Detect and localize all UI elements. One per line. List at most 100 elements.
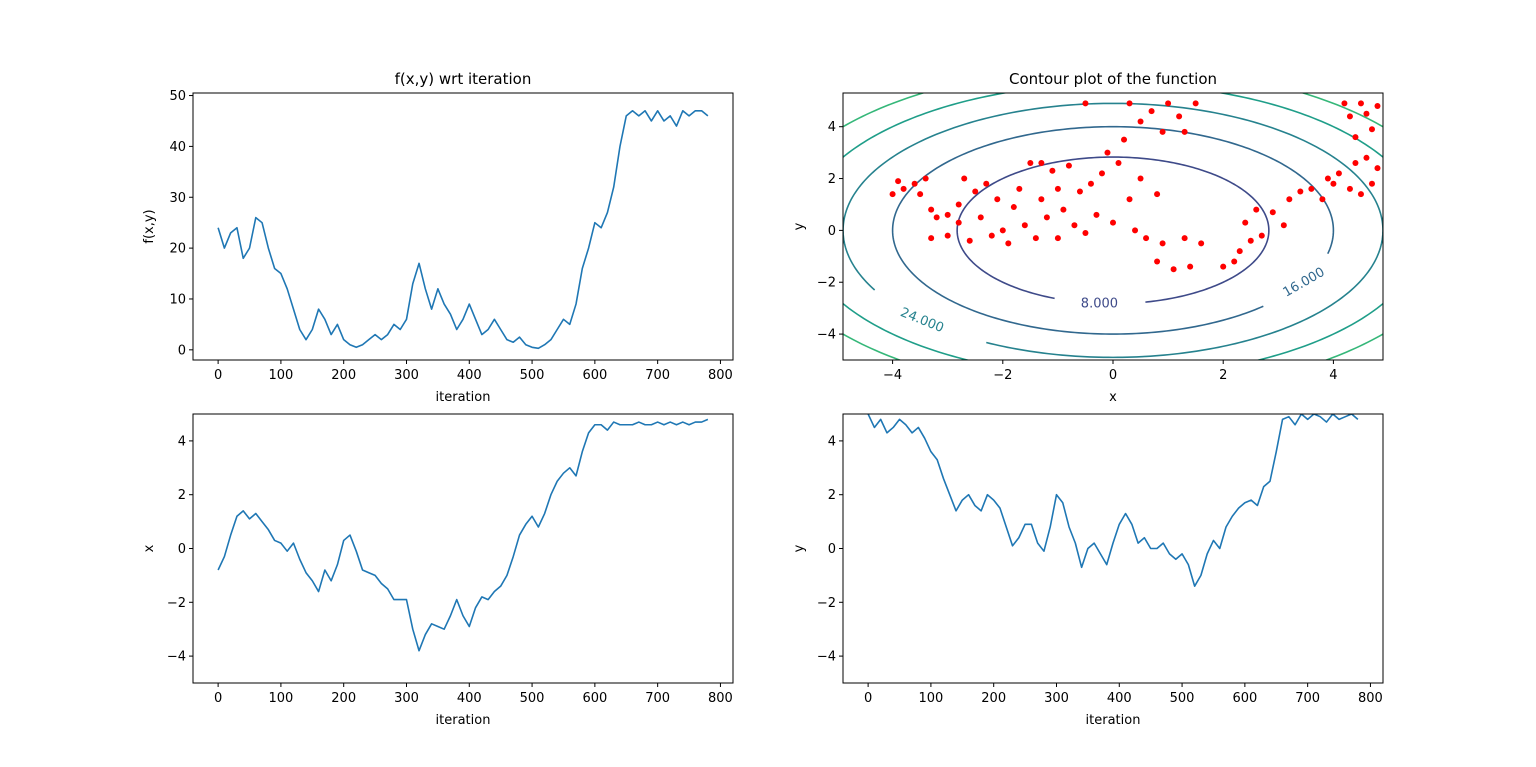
chart-fxy-vs-iteration: 0 100 200 300 400 500 600 700 800 0 10 20 30 40 50 iter… — [142, 70, 734, 405]
x-tick-label: 0 — [214, 368, 222, 383]
x-tick-label: 400 — [457, 691, 482, 706]
scatter-point — [928, 235, 935, 242]
x-axis-label: iteration — [436, 713, 491, 728]
y-tick-label: 10 — [169, 292, 186, 307]
scatter-point — [1253, 206, 1260, 213]
y-tick-label: 4 — [828, 434, 836, 449]
scatter-point — [1346, 113, 1353, 120]
x-tick-label: 500 — [520, 368, 545, 383]
scatter-point — [1236, 248, 1243, 255]
y-tick-label: −4 — [817, 650, 836, 665]
x-tick-label: 4 — [1329, 368, 1337, 383]
scatter-point — [1054, 235, 1061, 242]
y-tick-label: 0 — [828, 542, 836, 557]
scatter-point — [1363, 110, 1370, 117]
x-tick-label: 600 — [582, 368, 607, 383]
scatter-point — [1258, 232, 1265, 239]
scatter-point — [1121, 136, 1128, 143]
scatter-point — [1352, 134, 1359, 141]
x-tick-label: 300 — [394, 368, 419, 383]
contour-line — [956, 156, 1270, 303]
scatter-point — [1154, 191, 1161, 198]
chart-y-vs-iteration: 0 100 200 300 400 500 600 700 800 −4 −2 0 2 4 iteratio… — [792, 413, 1384, 728]
scatter-point — [1198, 240, 1205, 247]
x-tick-label: 2 — [1219, 368, 1227, 383]
x-tick-label: 100 — [268, 368, 293, 383]
scatter-point — [922, 175, 929, 182]
contour-line — [843, 93, 1383, 360]
scatter-point — [1126, 100, 1133, 107]
scatter-point — [1374, 102, 1381, 109]
scatter-point — [1335, 170, 1342, 177]
scatter-point — [1154, 258, 1161, 265]
scatter-point — [1082, 229, 1089, 236]
scatter-point — [944, 232, 951, 239]
scatter-point — [1346, 185, 1353, 192]
x-axis-label: iteration — [436, 390, 491, 405]
x-tick-label: 500 — [1170, 691, 1195, 706]
x-tick-label: 0 — [864, 691, 872, 706]
scatter-point — [1308, 185, 1315, 192]
axes-frame — [192, 92, 734, 361]
x-tick-label: 0 — [1109, 368, 1117, 383]
x-tick-label: 200 — [331, 691, 356, 706]
x-tick-label: 600 — [582, 691, 607, 706]
scatter-point — [1324, 175, 1331, 182]
scatter-point — [1137, 118, 1144, 125]
scatter-point — [1038, 159, 1045, 166]
scatter-point — [1357, 191, 1364, 198]
plot-area — [217, 110, 709, 350]
scatter-point — [1027, 159, 1034, 166]
scatter-point — [1110, 219, 1116, 226]
scatter-point — [955, 219, 962, 226]
scatter-point — [999, 227, 1006, 234]
x-tick-label: 800 — [708, 368, 733, 383]
scatter-point — [1297, 188, 1304, 195]
x-tick-label: −2 — [993, 368, 1012, 383]
y-tick-label: 4 — [828, 120, 836, 135]
scatter-point — [917, 191, 924, 198]
x-tick-label: −4 — [883, 368, 902, 383]
scatter-point — [1374, 165, 1381, 172]
x-tick-label: 300 — [394, 691, 419, 706]
series-line — [217, 110, 709, 350]
scatter-point — [966, 237, 973, 244]
x-tick-label: 300 — [1044, 691, 1069, 706]
scatter-point — [928, 206, 935, 213]
y-tick-label: 2 — [178, 488, 186, 503]
scatter-point — [1065, 162, 1072, 169]
y-tick-label: 2 — [828, 488, 836, 503]
y-tick-label: −4 — [817, 328, 836, 343]
scatter-point — [1143, 235, 1150, 242]
y-axis-label: f(x,y) — [142, 209, 157, 243]
scatter-point — [1368, 126, 1375, 133]
series-line — [217, 418, 709, 652]
scatter-point — [911, 180, 918, 187]
y-tick-label: 20 — [169, 242, 186, 257]
x-tick-label: 0 — [214, 691, 222, 706]
scatter-point — [1137, 175, 1144, 182]
scatter-point — [1060, 206, 1067, 213]
scatter-point — [1192, 100, 1199, 107]
x-tick-label: 800 — [708, 691, 733, 706]
x-axis-label: iteration — [1086, 713, 1141, 728]
scatter-point — [1098, 170, 1105, 177]
y-axis-label: y — [792, 544, 807, 552]
scatter-point — [895, 178, 902, 185]
y-axis-label: x — [142, 544, 157, 552]
scatter-point — [1126, 196, 1133, 203]
scatter-point — [1049, 167, 1056, 174]
scatter-point — [1181, 128, 1188, 135]
scatter-point — [1021, 222, 1028, 229]
x-tick-label: 100 — [268, 691, 293, 706]
y-tick-label: 0 — [178, 542, 186, 557]
scatter-point — [1181, 235, 1188, 242]
scatter-point — [1352, 159, 1359, 166]
x-tick-label: 700 — [645, 368, 670, 383]
scatter-point — [889, 191, 896, 198]
scatter-point — [900, 185, 907, 192]
scatter-point — [1187, 263, 1194, 270]
x-tick-label: 700 — [1295, 691, 1320, 706]
y-axis-label: y — [792, 222, 807, 230]
scatter-point — [1093, 211, 1100, 218]
